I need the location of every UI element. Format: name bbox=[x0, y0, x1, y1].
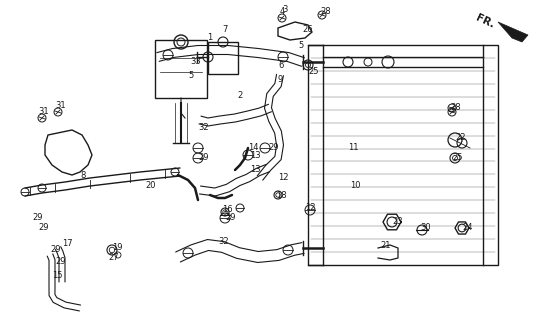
Text: 24: 24 bbox=[462, 223, 473, 233]
Text: 31: 31 bbox=[38, 108, 48, 116]
Text: 29: 29 bbox=[32, 213, 42, 222]
Text: 29: 29 bbox=[225, 213, 236, 222]
Text: 10: 10 bbox=[350, 180, 361, 189]
Text: 25: 25 bbox=[452, 154, 462, 163]
Text: 27: 27 bbox=[108, 253, 119, 262]
Text: 6: 6 bbox=[278, 60, 283, 69]
Text: 29: 29 bbox=[268, 143, 279, 153]
Text: 4: 4 bbox=[280, 7, 285, 17]
Text: 1: 1 bbox=[207, 34, 212, 43]
Text: 21: 21 bbox=[380, 241, 391, 250]
Polygon shape bbox=[498, 22, 528, 42]
Text: 14: 14 bbox=[248, 143, 258, 153]
Text: 7: 7 bbox=[222, 26, 227, 35]
Text: 25: 25 bbox=[308, 68, 318, 76]
Bar bbox=[155, 40, 207, 98]
Text: 11: 11 bbox=[348, 143, 358, 153]
Bar bbox=[308, 45, 498, 265]
Text: 26: 26 bbox=[302, 26, 313, 35]
Text: 28: 28 bbox=[450, 103, 461, 113]
Text: 3: 3 bbox=[282, 5, 287, 14]
Text: 17: 17 bbox=[62, 238, 73, 247]
Text: 28: 28 bbox=[320, 7, 331, 17]
Text: 8: 8 bbox=[80, 171, 85, 180]
Text: 18: 18 bbox=[276, 190, 287, 199]
Text: 31: 31 bbox=[55, 100, 66, 109]
Text: 23: 23 bbox=[392, 218, 403, 227]
Text: 13: 13 bbox=[250, 150, 261, 159]
Text: 29: 29 bbox=[55, 258, 65, 267]
Text: 5: 5 bbox=[188, 70, 193, 79]
Text: 20: 20 bbox=[145, 180, 156, 189]
Text: 30: 30 bbox=[420, 223, 431, 233]
Text: 2: 2 bbox=[237, 91, 242, 100]
Text: 29: 29 bbox=[38, 223, 48, 233]
Text: 12: 12 bbox=[278, 173, 288, 182]
Text: 32: 32 bbox=[198, 124, 209, 132]
Text: 33: 33 bbox=[190, 58, 201, 67]
Text: 15: 15 bbox=[52, 270, 63, 279]
Bar bbox=[208, 42, 238, 74]
Text: 5: 5 bbox=[298, 41, 303, 50]
Text: 12: 12 bbox=[305, 204, 316, 212]
Text: FR.: FR. bbox=[474, 13, 496, 30]
Text: 9: 9 bbox=[278, 76, 283, 84]
Text: 16: 16 bbox=[222, 205, 233, 214]
Text: 32: 32 bbox=[218, 237, 228, 246]
Text: 29: 29 bbox=[198, 154, 208, 163]
Text: 13: 13 bbox=[250, 165, 261, 174]
Text: 29: 29 bbox=[50, 245, 60, 254]
Text: 19: 19 bbox=[112, 244, 122, 252]
Text: 22: 22 bbox=[455, 133, 466, 142]
